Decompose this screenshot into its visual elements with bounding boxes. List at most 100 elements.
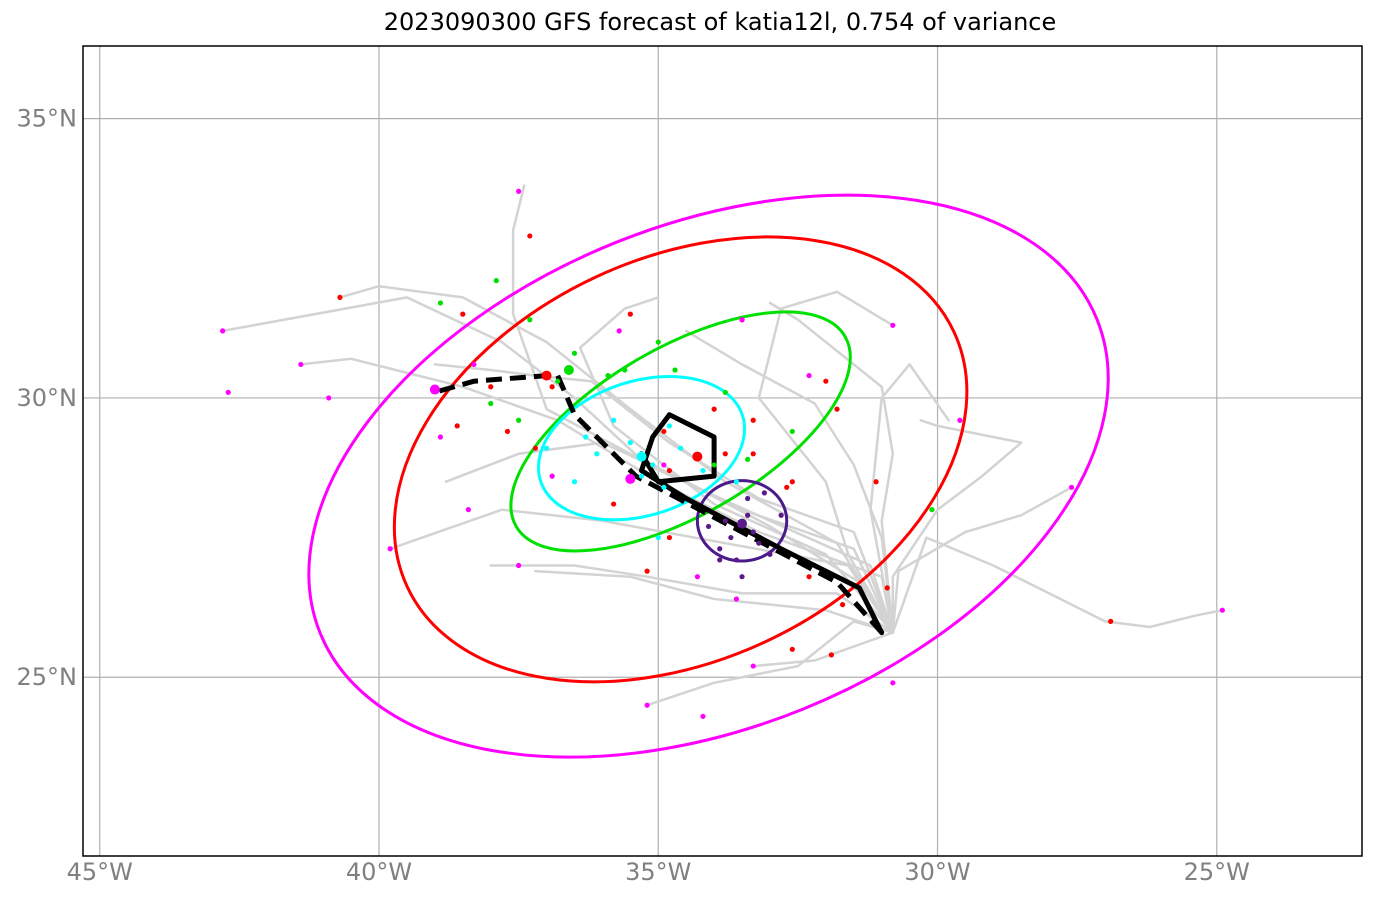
ensemble-track bbox=[891, 486, 1073, 634]
member-dot bbox=[778, 512, 784, 518]
member-dot bbox=[644, 568, 650, 574]
lat-tick-label: 30°N bbox=[17, 384, 78, 412]
member-dot bbox=[957, 417, 963, 423]
uncertainty-ellipse bbox=[392, 235, 969, 684]
member-dot bbox=[454, 423, 460, 429]
member-dot bbox=[745, 512, 751, 518]
member-dot bbox=[387, 546, 393, 552]
member-dot bbox=[666, 467, 673, 474]
member-dot bbox=[756, 540, 762, 546]
member-dot bbox=[555, 378, 561, 384]
member-dot bbox=[437, 300, 444, 306]
member-dot bbox=[220, 328, 226, 334]
member-dot bbox=[806, 574, 812, 580]
member-dot bbox=[527, 317, 533, 323]
member-dot bbox=[717, 557, 723, 563]
member-dot bbox=[739, 317, 745, 323]
member-dot bbox=[460, 311, 466, 317]
member-dot bbox=[627, 440, 633, 446]
member-positions bbox=[220, 188, 1225, 719]
member-dot bbox=[767, 551, 773, 557]
member-dot bbox=[516, 188, 522, 194]
member-dot bbox=[678, 445, 684, 451]
member-dot bbox=[784, 484, 790, 490]
ensemble-track bbox=[751, 631, 895, 668]
member-dot bbox=[532, 445, 538, 451]
member-dot bbox=[516, 562, 522, 569]
uncertainty-ellipse bbox=[695, 479, 789, 563]
member-dot bbox=[700, 713, 706, 719]
member-dot bbox=[527, 233, 533, 239]
mean-position-marker bbox=[636, 451, 647, 462]
member-dot bbox=[437, 434, 444, 440]
lon-tick-label: 45°W bbox=[67, 858, 133, 886]
member-dot bbox=[711, 462, 717, 468]
lon-tick-label: 25°W bbox=[1184, 858, 1250, 886]
ensemble-track bbox=[578, 296, 895, 634]
uncertainty-ellipses bbox=[307, 193, 1110, 759]
uncertainty-ellipse bbox=[307, 193, 1110, 759]
mean-position-marker bbox=[625, 473, 636, 484]
member-dot bbox=[225, 389, 231, 395]
member-dot bbox=[711, 406, 717, 412]
member-dot bbox=[828, 652, 835, 658]
member-dot bbox=[705, 523, 712, 530]
member-dot bbox=[488, 384, 494, 390]
member-dot bbox=[594, 451, 600, 457]
member-dot bbox=[488, 400, 494, 407]
member-dot bbox=[610, 417, 617, 423]
member-dot bbox=[761, 490, 767, 496]
member-dot bbox=[672, 367, 678, 373]
member-dot bbox=[644, 702, 650, 708]
member-dot bbox=[750, 451, 756, 457]
member-dot bbox=[465, 507, 471, 513]
member-dot bbox=[666, 534, 673, 541]
member-dot bbox=[728, 534, 734, 541]
member-dot bbox=[661, 462, 667, 468]
member-dot bbox=[605, 372, 611, 379]
uncertainty-ellipse bbox=[536, 375, 747, 522]
member-dot bbox=[789, 646, 795, 652]
ensemble-track bbox=[684, 329, 895, 634]
member-dot bbox=[326, 395, 332, 401]
member-dot bbox=[298, 361, 304, 368]
member-dot bbox=[471, 361, 477, 368]
ensemble-track bbox=[221, 296, 895, 634]
member-dot bbox=[750, 529, 756, 535]
member-dot bbox=[717, 546, 723, 552]
map-frame bbox=[82, 45, 1363, 857]
member-dot bbox=[884, 585, 890, 591]
lon-tick-label: 35°W bbox=[625, 858, 691, 886]
mean-position-marker bbox=[429, 384, 440, 395]
member-dot bbox=[504, 428, 511, 435]
member-dot bbox=[722, 518, 728, 524]
ensemble-track bbox=[869, 363, 950, 634]
member-dot bbox=[745, 456, 751, 462]
member-dot bbox=[733, 596, 740, 602]
member-dot bbox=[823, 378, 829, 384]
member-dot bbox=[571, 350, 578, 356]
chart-title: 2023090300 GFS forecast of katia12l, 0.7… bbox=[383, 8, 1057, 36]
member-dot bbox=[661, 484, 667, 490]
axis-tick-labels: 45°W 40°W 35°W 30°W 25°W 35°N 30°N 25°N bbox=[17, 105, 1250, 886]
ensemble-tracks bbox=[221, 184, 1224, 707]
member-dot bbox=[733, 557, 740, 563]
member-dot bbox=[789, 479, 795, 485]
graticule bbox=[83, 46, 1362, 856]
ensemble-track bbox=[891, 536, 1224, 634]
ensemble-track bbox=[338, 284, 895, 634]
ensemble-track bbox=[768, 301, 895, 634]
mean-track-dashed bbox=[434, 373, 884, 635]
lat-tick-label: 25°N bbox=[17, 663, 78, 691]
uncertainty-ellipse bbox=[509, 310, 852, 553]
member-dot bbox=[890, 322, 896, 328]
member-dot bbox=[694, 574, 700, 580]
member-dot bbox=[789, 428, 795, 435]
member-dot bbox=[929, 507, 935, 513]
member-dot bbox=[873, 479, 879, 485]
member-dot bbox=[700, 467, 706, 474]
member-dot bbox=[622, 367, 628, 373]
member-dot bbox=[549, 473, 555, 479]
member-dot bbox=[1219, 607, 1225, 613]
